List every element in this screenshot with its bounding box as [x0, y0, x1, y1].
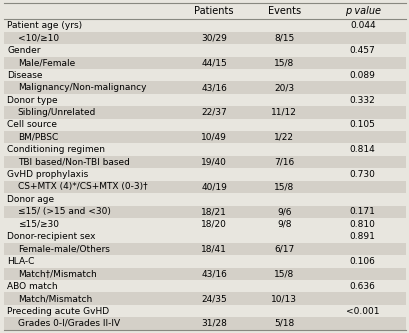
Text: 0.171: 0.171 — [349, 207, 375, 216]
Text: Sibling/Unrelated: Sibling/Unrelated — [18, 108, 96, 117]
Bar — [4, 69, 405, 81]
Text: Gender: Gender — [7, 46, 41, 55]
Bar — [4, 255, 405, 268]
Bar — [4, 57, 405, 69]
Text: p value: p value — [344, 6, 380, 16]
Text: 9/8: 9/8 — [276, 220, 291, 229]
Text: 31/28: 31/28 — [200, 319, 227, 328]
Bar — [4, 44, 405, 57]
Text: Disease: Disease — [7, 71, 43, 80]
Bar — [4, 305, 405, 317]
Bar — [4, 32, 405, 44]
Bar — [4, 168, 405, 181]
Text: ≤15/ (>15 and <30): ≤15/ (>15 and <30) — [18, 207, 110, 216]
Text: Patients: Patients — [194, 6, 233, 16]
Bar — [4, 81, 405, 94]
Text: 19/40: 19/40 — [200, 158, 227, 166]
Text: 43/16: 43/16 — [200, 83, 227, 92]
Text: Donor type: Donor type — [7, 96, 58, 105]
Text: Cell source: Cell source — [7, 120, 57, 129]
Text: 15/8: 15/8 — [274, 269, 294, 278]
Bar — [4, 156, 405, 168]
Text: 30/29: 30/29 — [200, 33, 227, 42]
Text: BM/PBSC: BM/PBSC — [18, 133, 58, 142]
Text: 6/17: 6/17 — [274, 244, 294, 253]
Text: Preceding acute GvHD: Preceding acute GvHD — [7, 307, 109, 316]
Text: 0.636: 0.636 — [349, 282, 375, 291]
Text: Conditioning regimen: Conditioning regimen — [7, 145, 105, 154]
Text: 15/8: 15/8 — [274, 182, 294, 191]
Text: 0.730: 0.730 — [349, 170, 375, 179]
Bar — [4, 19, 405, 32]
Text: Patient age (yrs): Patient age (yrs) — [7, 21, 82, 30]
Text: 0.105: 0.105 — [349, 120, 375, 129]
Text: 10/13: 10/13 — [271, 294, 297, 303]
Text: HLA-C: HLA-C — [7, 257, 35, 266]
Text: Match†/Mismatch: Match†/Mismatch — [18, 269, 96, 278]
Text: CS+MTX (4)*/CS+MTX (0-3)†: CS+MTX (4)*/CS+MTX (0-3)† — [18, 182, 147, 191]
Text: Male/Female: Male/Female — [18, 58, 75, 67]
Text: 9/6: 9/6 — [276, 207, 291, 216]
Bar — [4, 268, 405, 280]
Bar — [4, 218, 405, 230]
Text: 8/15: 8/15 — [274, 33, 294, 42]
Bar — [4, 106, 405, 119]
Text: 11/12: 11/12 — [271, 108, 297, 117]
Bar — [4, 193, 405, 205]
Bar — [4, 119, 405, 131]
Text: 0.457: 0.457 — [349, 46, 375, 55]
Text: 0.814: 0.814 — [349, 145, 375, 154]
Text: 18/21: 18/21 — [200, 207, 227, 216]
Bar — [4, 280, 405, 292]
Bar — [4, 181, 405, 193]
Text: 22/37: 22/37 — [201, 108, 226, 117]
Text: 18/41: 18/41 — [200, 244, 227, 253]
Text: 0.106: 0.106 — [349, 257, 375, 266]
Text: Match/Mismatch: Match/Mismatch — [18, 294, 92, 303]
Text: Malignancy/Non-malignancy: Malignancy/Non-malignancy — [18, 83, 146, 92]
Text: 0.044: 0.044 — [349, 21, 375, 30]
Bar — [4, 94, 405, 106]
Text: <10/≥10: <10/≥10 — [18, 33, 58, 42]
Text: 1/22: 1/22 — [274, 133, 294, 142]
Text: 20/3: 20/3 — [274, 83, 294, 92]
Text: <0.001: <0.001 — [345, 307, 379, 316]
Bar — [4, 230, 405, 243]
Text: Female-male/Others: Female-male/Others — [18, 244, 109, 253]
Text: TBI based/Non-TBI based: TBI based/Non-TBI based — [18, 158, 129, 166]
Text: Donor-recipient sex: Donor-recipient sex — [7, 232, 96, 241]
Text: 10/49: 10/49 — [200, 133, 227, 142]
Bar — [4, 243, 405, 255]
Bar — [4, 205, 405, 218]
Text: Events: Events — [267, 6, 300, 16]
Text: Grades 0-I/Grades II-IV: Grades 0-I/Grades II-IV — [18, 319, 119, 328]
Text: 18/20: 18/20 — [200, 220, 227, 229]
Bar — [4, 292, 405, 305]
Text: 40/19: 40/19 — [200, 182, 227, 191]
Text: Donor age: Donor age — [7, 195, 54, 204]
Text: 7/16: 7/16 — [274, 158, 294, 166]
Text: 5/18: 5/18 — [274, 319, 294, 328]
Text: GvHD prophylaxis: GvHD prophylaxis — [7, 170, 88, 179]
Text: 44/15: 44/15 — [201, 58, 226, 67]
Text: 24/35: 24/35 — [201, 294, 226, 303]
Text: 15/8: 15/8 — [274, 58, 294, 67]
Text: ABO match: ABO match — [7, 282, 58, 291]
Bar — [4, 131, 405, 144]
Bar — [4, 144, 405, 156]
Text: 0.810: 0.810 — [349, 220, 375, 229]
Text: 0.332: 0.332 — [349, 96, 375, 105]
Text: 43/16: 43/16 — [200, 269, 227, 278]
Bar — [4, 317, 405, 330]
Text: 0.891: 0.891 — [349, 232, 375, 241]
Text: 0.089: 0.089 — [349, 71, 375, 80]
Text: ≤15/≥30: ≤15/≥30 — [18, 220, 58, 229]
